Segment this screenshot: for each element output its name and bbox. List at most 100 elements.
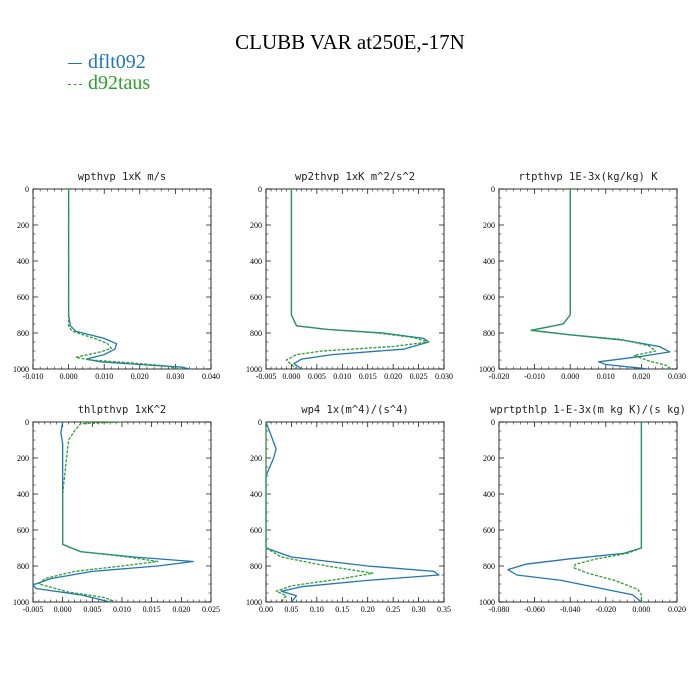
subplot-5: wp4 1x(m^4)/(s^4) 0.00 0.05 0.10 0.15 0.20 0.2… [246,404,451,614]
series-line-d92taus [38,421,159,603]
y-tick-label: 600 [483,526,495,535]
legend-swatch [68,83,82,85]
y-tick-label: 400 [17,490,29,499]
x-tick-label: 0.025 [202,605,220,614]
series-line-d92taus [573,422,643,602]
x-tick-label: 0.015 [143,605,161,614]
x-tick-label: 0.020 [172,605,190,614]
x-tick-label: 0.010 [95,372,113,381]
x-tick-label: 0.020 [384,372,402,381]
y-tick-label: 800 [17,562,29,571]
x-tick-label: 0.020 [668,605,686,614]
x-tick-label: -0.005 [23,605,44,614]
x-tick-label: 0.30 [412,605,426,614]
series-line-dflt092 [290,189,430,370]
plot-frame [498,188,678,370]
subplot-title: wpthvp 1xK m/s [78,171,167,183]
x-tick-label: -0.010 [524,372,545,381]
series-line-dflt092 [67,189,190,370]
y-tick-label: 800 [250,562,262,571]
x-tick-label: 0.00 [259,605,273,614]
y-tick-label: 1000 [479,365,495,374]
y-tick-label: 800 [17,329,29,338]
x-tick-label: 0.030 [668,372,686,381]
x-tick-label: 0.000 [632,605,650,614]
y-tick-label: 800 [483,329,495,338]
x-tick-label: 0.25 [386,605,400,614]
series-line-dflt092 [32,421,194,603]
legend-label: d92taus [88,72,151,94]
x-tick-label: 0.020 [632,372,650,381]
subplot-3: rtpthvp 1E-3x(kg/kg) K -0.020 -0.010 0.000 0… [479,171,686,381]
x-tick-label: 0.05 [284,605,298,614]
subplot-6: wprtpthlp 1-E-3x(m kg K)/(s kg) -0.080 -0.… [479,404,686,614]
x-tick-label: -0.080 [489,605,510,614]
x-tick-label: 0.000 [561,372,579,381]
x-tick-label: 0.000 [60,372,78,381]
subplot-title: wprtpthlp 1-E-3x(m kg K)/(s kg) [490,404,686,416]
y-tick-label: 600 [250,293,262,302]
y-tick-label: 0 [491,418,495,427]
y-tick-label: 0 [25,418,29,427]
y-tick-label: 600 [483,293,495,302]
subplot-title: thlpthvp 1xK^2 [78,404,167,416]
y-tick-label: 200 [17,454,29,463]
y-tick-label: 800 [250,329,262,338]
y-tick-label: 200 [17,221,29,230]
series-line-dflt092 [530,189,671,370]
subplot-2: wp2thvp 1xK m^2/s^2 -0.005 0.000 0.005 0.010… [246,171,453,381]
subplot-1: wpthvp 1xK m/s -0.010 0.000 0.010 0.020 0.030… [13,171,220,381]
x-tick-label: -0.040 [560,605,581,614]
x-tick-label: 0.15 [335,605,349,614]
plot-frame [265,188,445,370]
x-tick-label: 0.010 [333,372,351,381]
subplot-4: thlpthvp 1xK^2 -0.005 0.000 0.005 0.010 0.015… [13,404,220,614]
y-tick-label: 200 [250,454,262,463]
y-tick-label: 1000 [13,598,29,607]
x-tick-label: 0.005 [308,372,326,381]
series-line-d92taus [265,422,374,603]
plot-frame [498,421,678,603]
x-tick-label: 0.010 [597,372,615,381]
series-line-d92taus [530,189,671,370]
series-line-dflt092 [265,421,440,603]
subplot-title: wp4 1x(m^4)/(s^4) [301,404,408,416]
x-tick-label: 0.030 [166,372,184,381]
x-tick-label: 0.010 [113,605,131,614]
y-tick-label: 0 [491,185,495,194]
series-line-d92taus [67,189,180,370]
x-tick-label: 0.10 [310,605,324,614]
x-tick-label: -0.010 [23,372,44,381]
subplot-title: rtpthvp 1E-3x(kg/kg) K [518,171,658,183]
x-tick-label: 0.025 [410,372,428,381]
x-tick-label: 0.20 [361,605,375,614]
y-tick-label: 200 [250,221,262,230]
legend-entry-d92taus: d92taus [68,72,150,95]
y-tick-label: 1000 [13,365,29,374]
x-tick-label: 0.000 [54,605,72,614]
legend-entry-dflt092: dflt092 [68,51,146,74]
y-tick-label: 400 [250,257,262,266]
x-tick-label: 0.000 [282,372,300,381]
legend-label: dflt092 [88,51,146,73]
x-tick-label: -0.060 [524,605,545,614]
y-tick-label: 1000 [246,365,262,374]
plot-frame [32,188,212,370]
y-tick-label: 0 [258,418,262,427]
x-tick-label: 0.015 [359,372,377,381]
series-line-dflt092 [507,422,643,603]
y-tick-label: 1000 [246,598,262,607]
y-tick-label: 200 [483,221,495,230]
series-line-d92taus [285,189,430,370]
y-tick-label: 600 [17,526,29,535]
x-tick-label: -0.020 [595,605,616,614]
legend-swatch [68,62,82,64]
chart-title: CLUBB VAR at250E,-17N [235,30,465,54]
y-tick-label: 1000 [479,598,495,607]
y-tick-label: 0 [258,185,262,194]
plot-frame [265,421,445,603]
y-tick-label: 200 [483,454,495,463]
y-tick-label: 400 [483,490,495,499]
x-tick-label: 0.030 [435,372,453,381]
